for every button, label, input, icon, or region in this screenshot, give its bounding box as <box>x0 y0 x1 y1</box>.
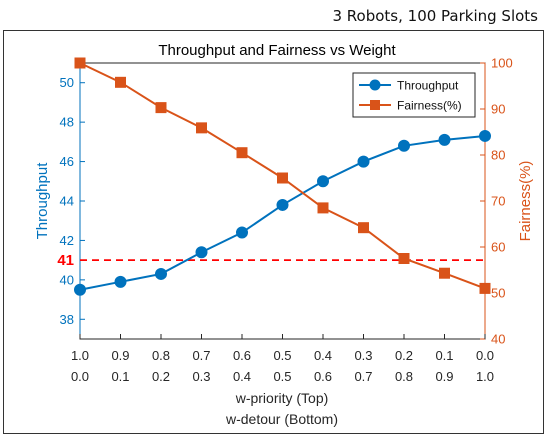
series-point-2 <box>439 267 450 279</box>
series-point-1 <box>236 226 248 239</box>
x-tick-label-top: 0.8 <box>152 348 170 363</box>
left-tick-label: 50 <box>60 75 74 90</box>
series-point-1 <box>479 129 491 142</box>
legend-marker-2 <box>370 100 380 110</box>
x-axis: 1.0 0.0 0.9 0.1 0.8 0.2 0.7 0.3 0.6 0.4 0.5 0.5 0.4 0… <box>71 334 494 384</box>
left-tick-label: 40 <box>60 272 74 287</box>
x-tick-label-bottom: 0.0 <box>71 369 89 384</box>
series-point-2 <box>358 222 369 234</box>
series-point-2 <box>317 202 329 214</box>
series-group <box>74 57 491 296</box>
x-tick-label-top: 0.3 <box>354 348 372 363</box>
series-point-2 <box>74 57 86 69</box>
x-tick-label-bottom: 0.9 <box>435 369 453 384</box>
series-point-1 <box>195 246 208 259</box>
series-point-1 <box>74 283 86 296</box>
x-tick-label-bottom: 0.3 <box>192 369 210 384</box>
series-point-1 <box>155 267 167 280</box>
x-tick-label-bottom: 0.2 <box>152 369 170 384</box>
x-tick-label-top: 0.1 <box>435 348 453 363</box>
series-point-1 <box>398 139 410 152</box>
right-tick-label: 90 <box>491 102 505 117</box>
x-tick-label-top: 1.0 <box>71 348 89 363</box>
x-tick-label-top: 0.9 <box>111 348 129 363</box>
x-tick-label-bottom: 0.8 <box>395 369 413 384</box>
x-axis-label-bottom: w-detour (Bottom) <box>225 411 338 427</box>
y-axis-label-left: Throughput <box>34 162 51 240</box>
legend-marker-1 <box>369 79 381 91</box>
series-point-2 <box>115 76 126 88</box>
right-axis: 40 50 60 70 80 90 100 <box>480 56 513 347</box>
right-tick-label: 80 <box>491 148 505 163</box>
series-point-2 <box>479 282 491 294</box>
series-point-2 <box>277 172 288 184</box>
legend-label-1: Throughput <box>397 79 459 93</box>
x-tick-label-bottom: 0.1 <box>111 369 129 384</box>
legend-label-2: Fairness(%) <box>397 99 462 113</box>
left-tick-label: 42 <box>60 233 74 248</box>
left-tick-label: 46 <box>60 154 74 169</box>
series-point-1 <box>357 155 370 168</box>
right-tick-label: 60 <box>491 240 505 255</box>
reference-line-label: 41 <box>57 252 74 269</box>
right-tick-label: 100 <box>491 56 513 71</box>
series-point-2 <box>236 147 248 159</box>
chart-title: Throughput and Fairness vs Weight <box>158 42 396 59</box>
y-axis-label-right: Fairness(%) <box>517 161 534 242</box>
left-tick-label: 48 <box>60 115 74 130</box>
x-tick-label-top: 0.0 <box>476 348 494 363</box>
x-tick-label-top: 0.4 <box>314 348 332 363</box>
right-tick-label: 50 <box>491 286 505 301</box>
x-tick-label-top: 0.6 <box>233 348 251 363</box>
left-tick-label: 38 <box>60 312 74 327</box>
legend: Throughput Fairness(%) <box>352 72 476 118</box>
x-axis-label-top: w-priority (Top) <box>235 390 329 406</box>
x-tick-label-bottom: 1.0 <box>476 369 494 384</box>
x-tick-label-bottom: 0.5 <box>273 369 291 384</box>
series-point-1 <box>276 198 289 211</box>
x-tick-label-bottom: 0.6 <box>314 369 332 384</box>
right-tick-label: 70 <box>491 194 505 209</box>
series-point-1 <box>114 275 127 288</box>
left-axis: 38 40 42 44 46 48 50 <box>60 63 85 339</box>
x-tick-label-bottom: 0.4 <box>233 369 251 384</box>
x-tick-label-bottom: 0.7 <box>354 369 372 384</box>
reference-line-group: 41 <box>57 252 485 269</box>
figure-frame <box>3 30 544 434</box>
x-tick-label-top: 0.5 <box>273 348 291 363</box>
x-tick-label-top: 0.7 <box>192 348 210 363</box>
series-point-1 <box>317 175 329 188</box>
x-tick-label-top: 0.2 <box>395 348 413 363</box>
series-point-2 <box>196 122 207 134</box>
figure-caption: 3 Robots, 100 Parking Slots <box>332 7 538 25</box>
left-tick-label: 44 <box>60 194 74 209</box>
series-point-1 <box>438 133 451 146</box>
right-tick-label: 40 <box>491 332 505 347</box>
series-point-2 <box>155 102 167 114</box>
series-point-2 <box>398 253 410 264</box>
